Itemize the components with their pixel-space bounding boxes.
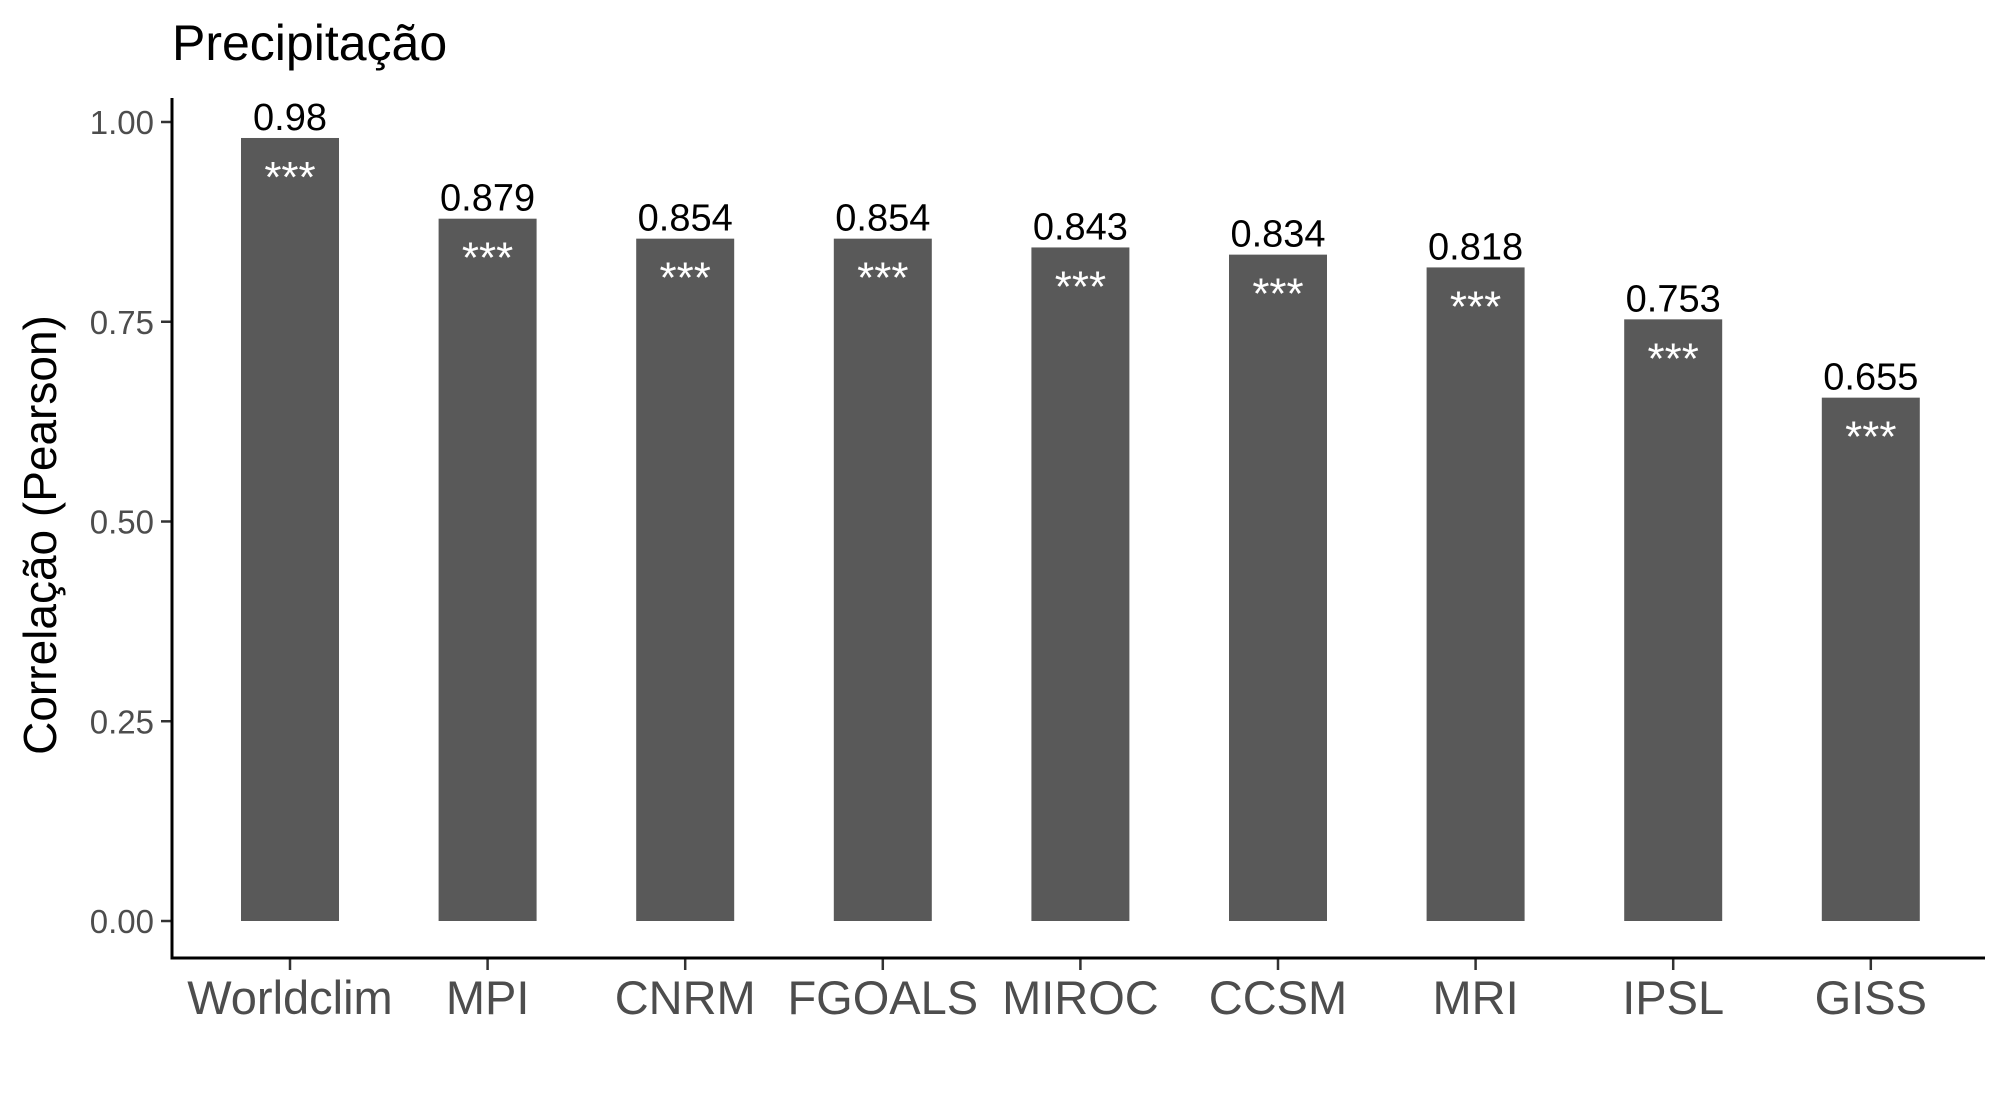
y-tick-label: 0.50 [90,504,154,541]
bar-ccsm [1229,254,1327,921]
value-label: 0.98 [253,97,327,139]
x-tick-label: MPI [446,971,530,1024]
y-tick-label: 1.00 [90,104,154,141]
x-tick-label: GISS [1815,971,1927,1024]
x-tick-label: MIROC [1002,971,1159,1024]
x-tick-label: Worldclim [187,971,392,1024]
value-label: 0.655 [1823,357,1918,399]
y-axis-ticks: 0.00 0.25 0.50 0.75 1.00 [90,104,172,940]
value-label: 0.834 [1230,214,1325,256]
value-label: 0.753 [1626,278,1721,320]
bar-worldclim [241,137,339,922]
significance-label: *** [1845,413,1896,462]
y-tick-label: 0.75 [90,304,154,341]
significance-label: *** [1450,282,1501,331]
significance-label: *** [1252,270,1303,319]
bar-giss [1821,397,1920,921]
significance-label: *** [857,254,908,303]
y-tick-label: 0.25 [90,703,154,740]
x-tick-label: CNRM [615,971,756,1024]
bar-mri [1426,267,1525,922]
bar-mpi [438,218,537,921]
significance-label: *** [1648,334,1699,383]
value-label: 0.843 [1033,206,1128,248]
x-tick-label: MRI [1433,971,1519,1024]
significance-label: *** [660,254,711,303]
bar-fgoals [833,238,932,922]
x-tick-label: FGOALS [787,971,978,1024]
significance-label: *** [1055,262,1106,311]
bar-cnrm [636,238,735,922]
y-tick-label: 0.00 [90,903,154,940]
y-axis-label: Correlação (Pearson) [14,315,66,755]
value-label: 0.818 [1428,226,1523,268]
bars: 0.98 *** 0.879 *** 0.854 *** 0.854 *** 0.843 *** 0… [241,97,1920,922]
significance-label: *** [264,153,315,202]
significance-label: *** [462,234,513,283]
value-label: 0.854 [638,198,733,240]
bar-ipsl [1624,319,1723,921]
value-label: 0.854 [835,198,930,240]
bar-miroc [1031,247,1130,921]
value-label: 0.879 [440,178,535,220]
chart-title: Precipitação [172,15,447,71]
x-tick-label: IPSL [1622,971,1724,1024]
x-tick-label: CCSM [1209,971,1347,1024]
x-axis-ticks: Worldclim MPI CNRM FGOALS MIROC CCSM MRI IPSL GI… [187,958,1927,1024]
